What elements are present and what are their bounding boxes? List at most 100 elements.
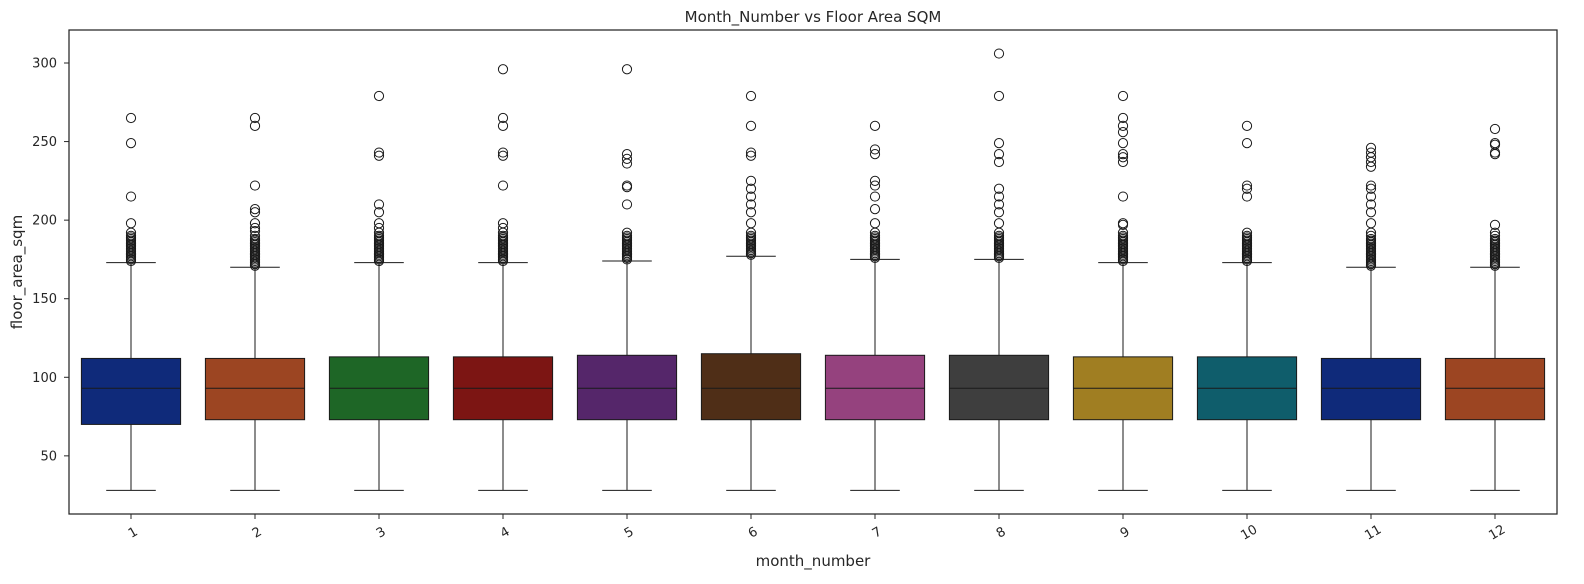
outlier-point (1365, 191, 1377, 202)
x-tick-label: 7 (870, 524, 885, 541)
x-tick-label: 12 (1486, 522, 1508, 543)
outlier-point (869, 218, 881, 229)
outlier-point (1117, 156, 1129, 168)
outlier-point (373, 150, 385, 161)
outlier-point (869, 180, 881, 191)
outlier-point (373, 90, 385, 102)
outlier-point (745, 183, 757, 194)
box-12 (1444, 357, 1546, 421)
outlier-point (125, 138, 137, 149)
outlier-point (993, 183, 1005, 194)
outlier-point (373, 230, 385, 241)
x-tick-label: 4 (498, 524, 513, 541)
x-tick-label: 2 (250, 524, 265, 541)
x-tick-label: 6 (746, 524, 761, 541)
outlier-point (745, 147, 757, 158)
box-8 (948, 354, 1050, 421)
outlier-point (249, 120, 261, 131)
outlier-point (497, 112, 509, 124)
outlier-point (373, 147, 385, 158)
outlier-point (1117, 127, 1129, 138)
outlier-point (125, 112, 137, 124)
outlier-point (249, 233, 261, 245)
outlier-point (1241, 183, 1253, 194)
x-axis-label: month_number (756, 552, 872, 571)
outlier-point (1241, 120, 1253, 131)
outlier-point (993, 230, 1005, 241)
box-2 (204, 357, 306, 421)
box-5 (576, 354, 678, 421)
outlier-point (1117, 120, 1129, 131)
outlier-point (745, 199, 757, 210)
y-tick-label: 300 (32, 57, 57, 72)
y-tick-label: 150 (32, 292, 57, 307)
outlier-point (373, 207, 385, 218)
y-tick-label: 200 (32, 214, 57, 229)
outlier-point (1489, 230, 1501, 241)
outlier-point (745, 120, 757, 131)
outlier-point (497, 147, 509, 158)
outlier-point (497, 150, 509, 161)
outlier-point (869, 204, 881, 215)
outlier-point (621, 199, 633, 210)
outlier-point (1117, 90, 1129, 102)
outlier-point (621, 149, 633, 160)
box-7 (824, 354, 926, 421)
outlier-point (249, 207, 261, 218)
box-1 (80, 357, 182, 425)
outlier-point (869, 175, 881, 186)
outlier-point (993, 48, 1005, 59)
outlier-point (249, 222, 261, 234)
outlier-point (125, 191, 137, 202)
outlier-point (745, 230, 757, 241)
outlier-point (745, 90, 757, 102)
y-tick-label: 50 (40, 449, 57, 464)
x-tick-label: 10 (1238, 522, 1260, 543)
outlier-point (1365, 233, 1377, 245)
outlier-point (249, 226, 261, 237)
outlier-point (1241, 230, 1253, 241)
y-tick-label: 100 (32, 371, 57, 386)
outlier-point (621, 230, 633, 241)
y-axis-label: floor_area_sqm (8, 215, 27, 329)
x-tick-label: 5 (622, 524, 637, 541)
outlier-point (1117, 112, 1129, 124)
outlier-point (1365, 199, 1377, 210)
outlier-point (249, 112, 261, 124)
outlier-point (993, 191, 1005, 202)
outlier-point (745, 175, 757, 186)
outlier-point (249, 230, 261, 241)
outlier-point (373, 222, 385, 234)
outlier-point (1117, 152, 1129, 163)
outlier-point (373, 199, 385, 210)
outlier-point (497, 64, 509, 75)
outlier-point (249, 180, 261, 191)
outlier-point (993, 218, 1005, 229)
x-tick-label: 9 (1118, 524, 1133, 541)
outlier-point (1117, 149, 1129, 160)
outlier-point (745, 191, 757, 202)
outlier-point (745, 218, 757, 229)
box-11 (1320, 357, 1422, 421)
outlier-point (497, 222, 509, 234)
outlier-point (993, 90, 1005, 102)
outlier-point (1365, 230, 1377, 241)
outlier-point (497, 218, 509, 229)
outlier-point (869, 149, 881, 160)
outlier-point (621, 180, 633, 191)
outlier-point (497, 180, 509, 191)
outlier-point (1117, 218, 1129, 229)
outlier-point (497, 230, 509, 241)
outlier-point (125, 230, 137, 241)
outlier-point (1365, 183, 1377, 194)
outlier-point (1241, 180, 1253, 191)
outlier-point (745, 207, 757, 218)
outlier-point (125, 218, 137, 229)
box-6 (700, 353, 802, 421)
outlier-point (1489, 123, 1501, 135)
y-tick-label: 250 (32, 135, 57, 150)
x-tick-label: 3 (374, 524, 389, 541)
outlier-point (621, 64, 633, 75)
